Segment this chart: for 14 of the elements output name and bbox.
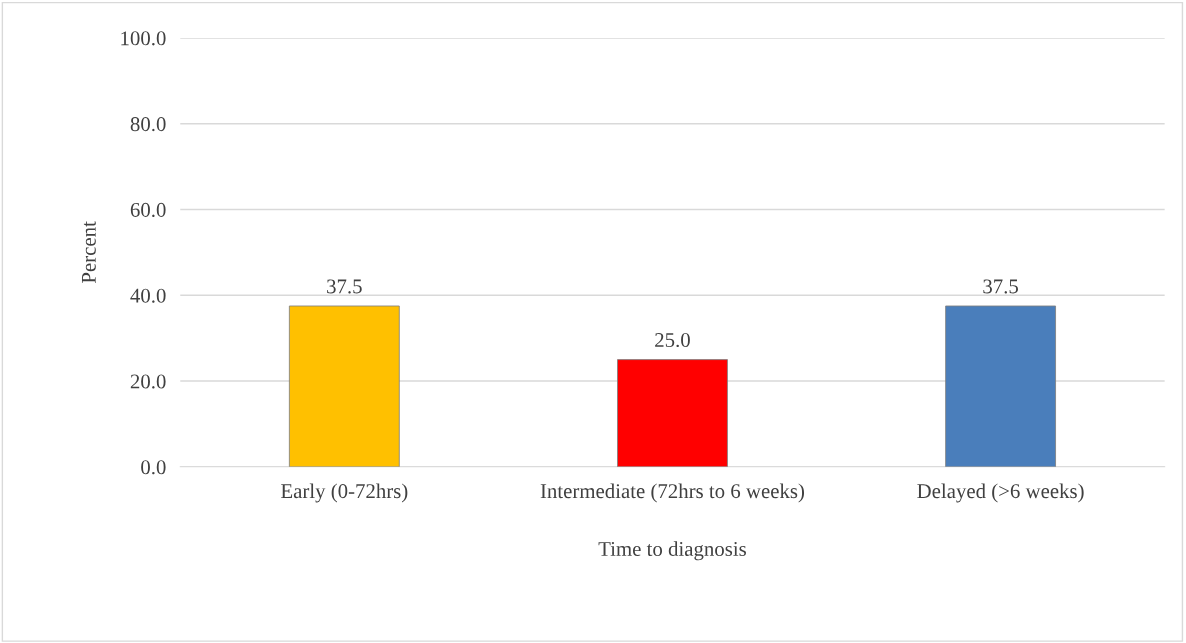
- y-axis-title: Percent: [81, 221, 96, 284]
- y-tick-label: 100.0: [121, 31, 166, 46]
- x-tick-label: Delayed (>6 weeks): [917, 483, 1084, 503]
- y-tick-label: 80.0: [130, 117, 166, 132]
- x-tick-label: Intermediate (72hrs to 6 weeks): [540, 483, 805, 503]
- x-axis-title: Time to diagnosis: [598, 541, 746, 561]
- y-tick-label: 20.0: [130, 374, 166, 389]
- x-tick-label: Early (0-72hrs): [281, 483, 408, 503]
- data-label: 37.5: [327, 279, 362, 294]
- y-tick-label: 60.0: [130, 202, 166, 218]
- data-label: 25.0: [655, 332, 690, 348]
- y-tick-label: 0.0: [141, 460, 166, 475]
- data-label: 37.5: [983, 279, 1018, 294]
- y-tick-label: 40.0: [130, 288, 166, 303]
